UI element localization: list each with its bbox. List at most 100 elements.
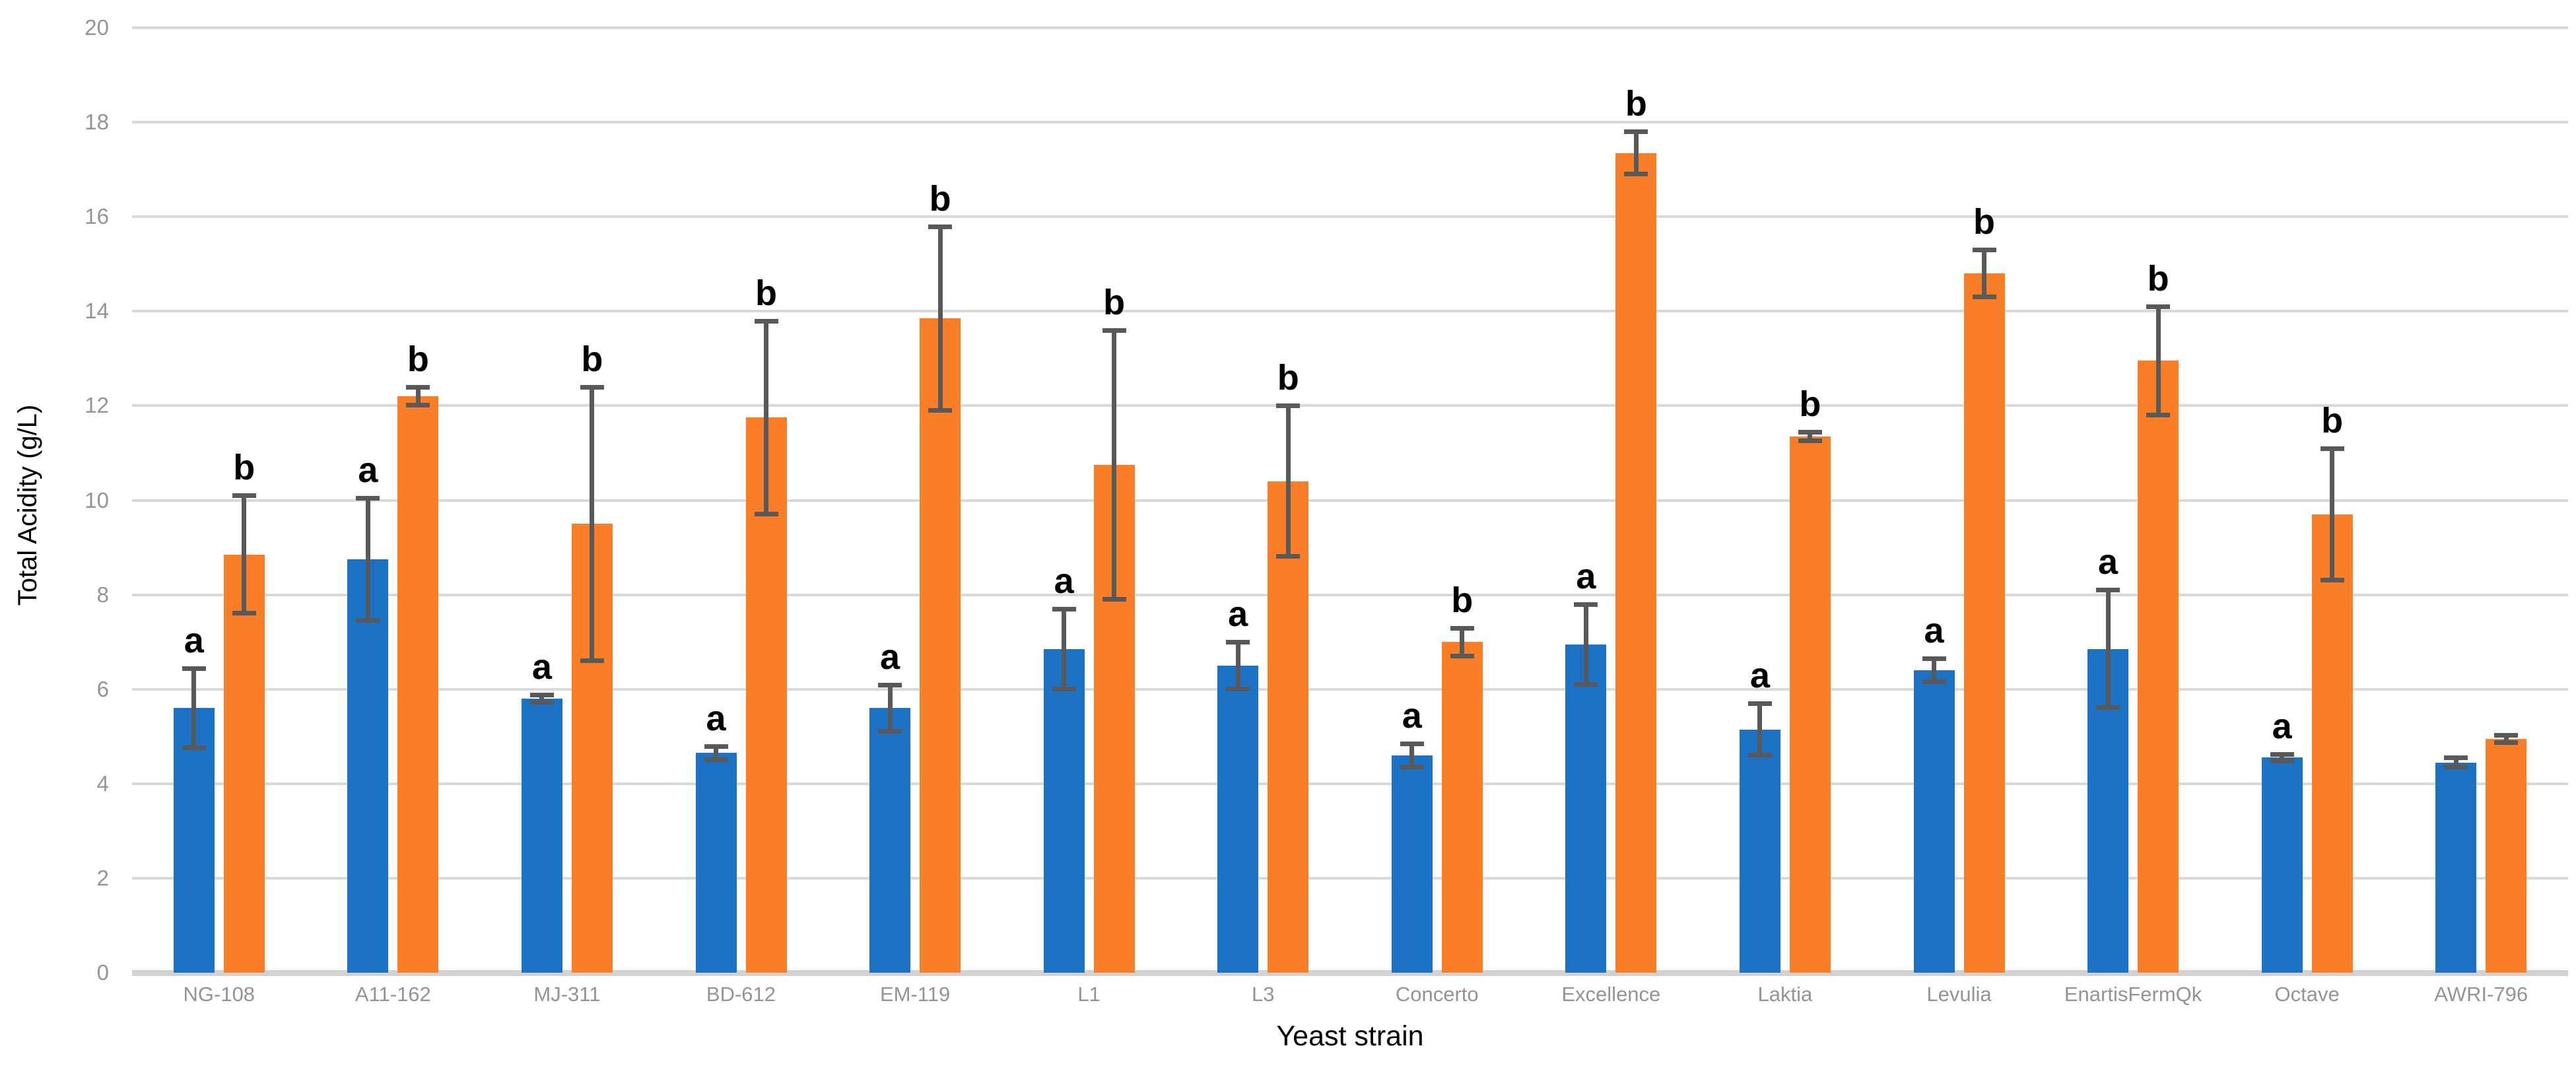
category-label: Laktia [1757, 983, 1813, 1006]
error-bar [2453, 757, 2458, 767]
error-bar [191, 668, 197, 749]
error-bar [887, 684, 893, 732]
x-axis-line [132, 969, 2568, 976]
error-bar-cap [2494, 733, 2519, 738]
bar [1789, 436, 1831, 973]
significance-letter: b [1451, 580, 1474, 620]
significance-letter: b [1103, 282, 1126, 322]
error-bar-cap [1052, 686, 1076, 691]
error-bar-cap [182, 746, 206, 751]
error-bar-cap [529, 699, 554, 705]
error-bar [242, 495, 247, 614]
gridline [132, 26, 2568, 29]
error-bar [2280, 753, 2285, 762]
y-tick-label: 10 [85, 487, 109, 512]
error-bar-cap [406, 403, 430, 408]
error-bar [1583, 604, 1588, 685]
bar [1268, 481, 1309, 973]
bar [1441, 642, 1483, 973]
error-bar-cap [2444, 764, 2468, 769]
y-tick-label: 4 [96, 771, 109, 796]
error-bar [539, 695, 545, 703]
bar [347, 559, 389, 973]
bar [1391, 755, 1433, 973]
significance-letter: a [1576, 556, 1596, 596]
error-bar [1757, 703, 1763, 755]
significance-letter: a [1924, 611, 1944, 651]
significance-letter: b [1625, 84, 1647, 124]
gridline [132, 687, 2568, 691]
error-bar [415, 386, 421, 406]
error-bar-cap [1972, 248, 1996, 253]
error-bar [1409, 743, 1415, 767]
error-bar-cap [2444, 755, 2468, 761]
significance-letter: b [1277, 358, 1299, 398]
error-bar-cap [754, 511, 778, 516]
bar [521, 699, 562, 973]
error-bar-cap [1052, 607, 1076, 612]
bar [2261, 757, 2303, 973]
gridline [132, 499, 2568, 502]
significance-letter: a [1228, 594, 1248, 635]
error-bar [1932, 658, 1936, 682]
bar [1963, 273, 2005, 973]
error-bar-cap [1400, 764, 1424, 769]
category-label: MJ-311 [533, 983, 601, 1006]
error-bar [2155, 306, 2161, 415]
error-bar [764, 320, 768, 514]
gridline [132, 876, 2568, 880]
category-label: NG-108 [183, 983, 255, 1006]
error-bar-cap [1276, 554, 1301, 559]
significance-letter: a [2098, 542, 2118, 582]
error-bar [1982, 250, 1986, 297]
bar [173, 708, 215, 973]
error-bar-cap [2270, 759, 2294, 764]
significance-letter: a [1054, 561, 1074, 602]
error-bar [1062, 609, 1067, 689]
error-bar-cap [2494, 740, 2519, 745]
error-bar-cap [1450, 653, 1474, 658]
error-bar-cap [232, 493, 256, 499]
gridline [132, 404, 2568, 407]
error-bar-cap [356, 495, 380, 501]
category-label: BD-612 [706, 983, 776, 1006]
category-label: A11-162 [355, 983, 431, 1006]
error-bar [1235, 642, 1240, 689]
bar [2138, 361, 2179, 973]
error-bar-cap [1276, 403, 1301, 409]
significance-letter: b [2321, 400, 2344, 440]
significance-letter: a [2272, 706, 2292, 746]
error-bar [2503, 735, 2509, 743]
error-bar-cap [1102, 596, 1126, 602]
error-bar-cap [1922, 679, 1946, 684]
category-label: L1 [1077, 983, 1101, 1006]
error-bar-cap [1747, 752, 1772, 757]
error-bar-cap [1226, 686, 1250, 691]
significance-letter: a [706, 698, 726, 738]
significance-letter: b [1799, 384, 1821, 424]
error-bar [1285, 405, 1291, 557]
error-bar-cap [928, 224, 953, 229]
bar [2311, 514, 2353, 973]
error-bar [365, 497, 370, 621]
error-bar-cap [2320, 446, 2344, 451]
error-bar [1112, 330, 1117, 600]
error-bar-cap [754, 318, 778, 324]
error-bar-cap [182, 666, 206, 671]
significance-letter: a [358, 450, 378, 490]
significance-letter: b [407, 339, 429, 379]
y-tick-label: 0 [96, 960, 109, 985]
category-label: AWRI-796 [2434, 983, 2528, 1006]
x-axis-title: Yeast strain [1276, 1020, 1424, 1052]
bar [869, 708, 911, 973]
category-label: EnartisFermQk [2064, 983, 2202, 1006]
error-bar-cap [1574, 681, 1598, 687]
gridline [132, 121, 2568, 124]
error-bar-cap [232, 611, 256, 616]
error-bar-cap [1574, 602, 1598, 607]
bar [397, 396, 439, 973]
error-bar-cap [2096, 588, 2120, 593]
y-tick-label: 20 [85, 15, 109, 40]
y-tick-label: 8 [96, 582, 109, 607]
